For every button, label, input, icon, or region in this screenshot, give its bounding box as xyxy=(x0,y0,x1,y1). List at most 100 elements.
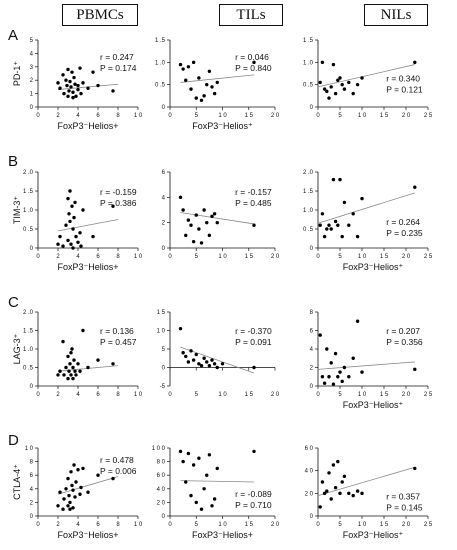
data-point xyxy=(62,91,66,96)
data-point xyxy=(194,96,198,100)
data-point xyxy=(181,67,185,71)
x-tick-label: 1 0 xyxy=(134,254,143,260)
y-tick-label: 1 .0 xyxy=(155,60,166,66)
data-point xyxy=(74,373,78,377)
y-tick-label: 1 .0 xyxy=(23,347,34,353)
stat-label: r = 0.340 xyxy=(386,74,420,84)
data-point xyxy=(66,238,70,243)
y-tick-label: 6 xyxy=(310,329,314,335)
x-tick-label: 1 0 xyxy=(218,254,227,260)
header-nils: NILs xyxy=(364,4,428,26)
x-tick-label: 5 xyxy=(338,113,342,119)
data-point xyxy=(329,85,333,89)
data-point xyxy=(61,73,65,77)
x-tick-label: 2 xyxy=(56,392,60,398)
x-tick-label: 2 0 xyxy=(271,113,280,119)
data-point xyxy=(194,500,198,505)
y-axis-label: PD-1⁺ xyxy=(12,61,22,87)
data-point xyxy=(207,453,212,457)
data-point xyxy=(320,60,325,65)
stat-label: P = 0.457 xyxy=(100,337,137,347)
data-point xyxy=(205,360,209,364)
data-point xyxy=(191,463,196,467)
data-point xyxy=(212,497,217,501)
stat-label: r = 0.357 xyxy=(386,492,420,502)
x-tick-label: 1 5 xyxy=(245,254,254,260)
y-tick-label: 0 .5 xyxy=(303,83,314,89)
data-point xyxy=(338,76,342,80)
x-tick-label: 4 xyxy=(76,113,80,119)
data-point xyxy=(71,376,75,381)
data-point xyxy=(64,78,68,82)
data-point xyxy=(210,85,214,89)
regression-line xyxy=(180,346,255,374)
data-point xyxy=(202,94,206,98)
y-tick-label: 4 xyxy=(310,347,314,353)
y-tick-label: -5 xyxy=(160,384,166,390)
row-letter-a: A xyxy=(8,27,19,44)
data-point xyxy=(111,362,115,366)
data-point xyxy=(71,90,75,94)
data-point xyxy=(78,231,82,235)
data-point xyxy=(62,373,66,377)
data-point xyxy=(72,75,76,80)
y-tick-label: 6 0 xyxy=(305,446,314,452)
data-point xyxy=(347,375,351,379)
row-letter-b: B xyxy=(8,153,19,170)
x-tick-label: 0 xyxy=(316,113,320,119)
data-point xyxy=(329,361,333,365)
data-point xyxy=(189,87,193,91)
data-point xyxy=(331,62,336,67)
data-point xyxy=(329,497,333,501)
x-tick-label: 1 5 xyxy=(380,392,389,398)
stat-label: P = 0.485 xyxy=(235,198,272,208)
data-point xyxy=(322,234,327,239)
data-point xyxy=(69,373,73,377)
data-point xyxy=(333,485,338,490)
data-point xyxy=(340,379,344,384)
stat-label: P = 0.174 xyxy=(100,63,137,73)
data-point xyxy=(252,449,256,454)
x-tick-label: 0 xyxy=(168,113,172,119)
data-point xyxy=(194,352,198,357)
x-tick-label: 5 xyxy=(195,392,199,398)
data-point xyxy=(351,212,355,216)
data-point xyxy=(205,473,209,477)
y-tick-label: 0 xyxy=(30,246,34,252)
data-point xyxy=(91,70,95,74)
regression-line xyxy=(180,74,255,83)
x-tick-label: 6 xyxy=(96,522,100,528)
y-tick-label: 1 0 xyxy=(25,446,34,452)
data-point xyxy=(61,507,65,511)
data-point xyxy=(340,480,344,484)
y-tick-label: 4 0 xyxy=(157,487,166,493)
data-point xyxy=(320,212,325,216)
x-tick-label: 1 5 xyxy=(245,113,254,119)
y-tick-label: 0 xyxy=(30,105,34,111)
x-tick-label: 6 xyxy=(96,392,100,398)
x-tick-label: 5 xyxy=(338,254,342,260)
x-tick-label: 1 0 xyxy=(218,113,227,119)
x-axis-label: FoxP3⁻Helios+ xyxy=(57,530,118,540)
data-point xyxy=(342,365,347,370)
y-tick-label: 6 0 xyxy=(157,473,166,479)
x-tick-label: 0 xyxy=(316,522,320,528)
data-point xyxy=(252,223,256,227)
data-point xyxy=(351,493,355,498)
x-tick-label: 2 0 xyxy=(402,392,411,398)
data-point xyxy=(197,456,201,460)
y-tick-label: 0 .5 xyxy=(23,227,34,233)
data-point xyxy=(181,459,185,464)
data-point xyxy=(199,507,204,511)
stat-label: r = 0.478 xyxy=(100,455,134,465)
y-tick-label: 0 .5 xyxy=(303,227,314,233)
x-tick-label: 0 xyxy=(168,522,172,528)
data-point xyxy=(325,489,329,493)
y-tick-label: 5 xyxy=(162,347,166,353)
x-tick-label: 1 0 xyxy=(134,522,143,528)
data-point xyxy=(71,506,75,510)
data-point xyxy=(338,370,342,374)
x-tick-label: 2 0 xyxy=(402,254,411,260)
